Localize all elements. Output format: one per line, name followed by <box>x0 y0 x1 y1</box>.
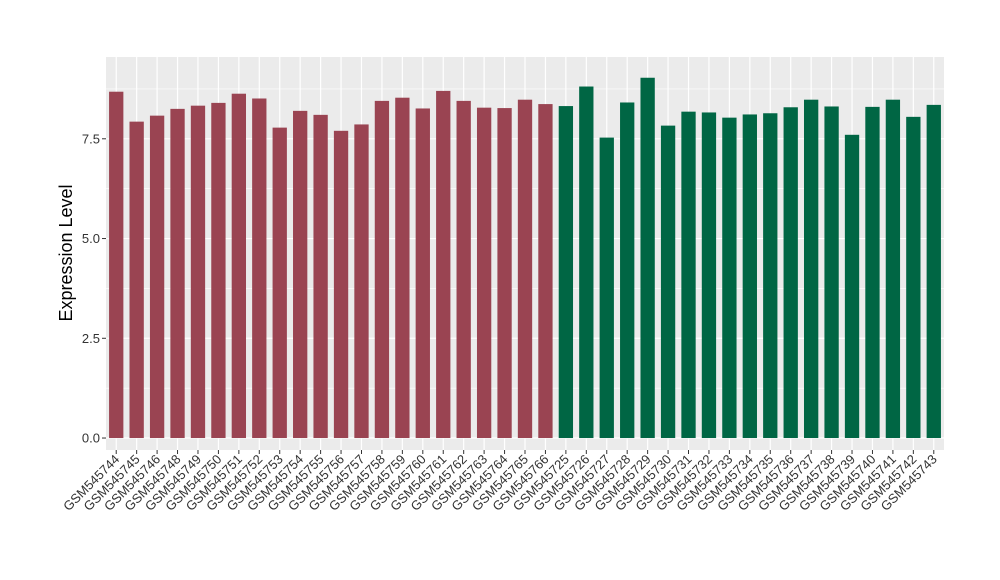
y-axis-title: Expression Level <box>56 184 76 321</box>
bar-GSM545736 <box>783 107 798 439</box>
bar-GSM545749 <box>190 105 206 439</box>
y-tick-label: 0.0 <box>82 431 100 446</box>
x-axis: GSM545744GSM545745GSM545746GSM545748GSM5… <box>60 450 940 514</box>
bar-GSM545728 <box>620 102 635 439</box>
bar-GSM545750 <box>211 102 226 439</box>
bar-GSM545759 <box>395 97 410 439</box>
bar-GSM545745 <box>129 121 144 439</box>
bar-GSM545730 <box>660 125 676 439</box>
bar-GSM545766 <box>538 104 553 439</box>
bar-GSM545761 <box>436 90 451 439</box>
bar-GSM545744 <box>109 91 124 439</box>
bar-GSM545731 <box>681 111 696 439</box>
bar-GSM545763 <box>476 107 492 439</box>
bar-GSM545739 <box>844 134 860 439</box>
bar-GSM545764 <box>497 108 512 439</box>
bar-GSM545741 <box>885 99 901 439</box>
bar-GSM545765 <box>517 99 533 439</box>
bar-GSM545737 <box>803 99 819 439</box>
bars <box>109 77 941 439</box>
bar-GSM545727 <box>599 137 614 439</box>
bar-GSM545729 <box>640 77 655 439</box>
bar-GSM545738 <box>824 106 839 439</box>
bar-GSM545743 <box>926 104 941 439</box>
bar-GSM545756 <box>333 130 349 439</box>
bar-GSM545740 <box>865 106 880 439</box>
bar-GSM545746 <box>149 115 165 439</box>
bar-GSM545734 <box>742 114 757 439</box>
bar-GSM545758 <box>374 100 390 439</box>
bar-GSM545751 <box>231 93 247 439</box>
bar-GSM545762 <box>456 100 471 439</box>
bar-GSM545725 <box>558 106 574 439</box>
bar-GSM545753 <box>272 127 287 439</box>
bar-GSM545726 <box>579 86 594 439</box>
bar-GSM545752 <box>252 98 267 439</box>
y-tick-label: 5.0 <box>82 231 100 246</box>
bar-GSM545757 <box>354 124 369 439</box>
bar-GSM545748 <box>170 108 185 439</box>
bar-GSM545733 <box>722 117 737 439</box>
y-tick-label: 2.5 <box>82 331 100 346</box>
bar-GSM545760 <box>415 108 430 439</box>
bar-GSM545754 <box>293 110 308 439</box>
y-axis: 0.0 2.5 5.0 7.5 <box>82 131 106 446</box>
bar-GSM545742 <box>906 116 921 439</box>
bar-GSM545755 <box>313 114 328 439</box>
bar-GSM545732 <box>701 112 717 439</box>
y-tick-label: 7.5 <box>82 131 100 146</box>
bar-GSM545735 <box>763 113 778 439</box>
